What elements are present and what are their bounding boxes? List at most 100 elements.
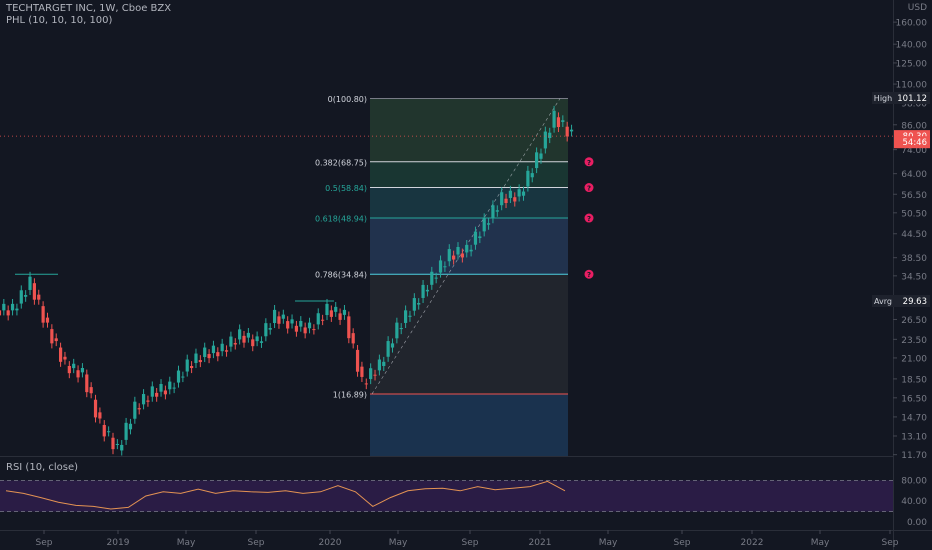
candle-body <box>216 352 220 357</box>
candle-body <box>421 284 425 298</box>
price-unit: USD <box>908 3 927 13</box>
alert-icon-glyph: ? <box>587 271 591 279</box>
price-axis[interactable]: 160.00 140.00 125.00 110.00 98.00 86.00 74.00 6… <box>872 3 930 461</box>
candle-body <box>238 329 242 340</box>
price-tick-label: 50.50 <box>901 209 927 219</box>
candle-body <box>556 117 561 128</box>
candle-body <box>399 327 403 330</box>
time-tick-label: May <box>177 538 196 548</box>
candle-body <box>93 399 98 418</box>
candle-body <box>491 205 495 219</box>
candle-body <box>434 277 438 279</box>
candle-body <box>369 368 373 380</box>
alert-icon <box>584 213 594 223</box>
price-label: High 101.12 <box>872 92 930 104</box>
price-tick-label: 64.00 <box>901 170 927 180</box>
symbol-title: TECHTARGET INC, 1W, Cboe BZX <box>6 3 172 14</box>
price-label: 54:46 <box>894 136 930 149</box>
candles <box>0 105 893 456</box>
candle-body <box>220 343 224 352</box>
time-tick-label: 2021 <box>529 538 552 548</box>
candle-body <box>80 367 85 373</box>
candle-body <box>382 361 386 367</box>
price-label: Avrg 29.63 <box>872 295 930 307</box>
candle-body <box>438 260 443 273</box>
price-tick-label: 110.00 <box>896 81 928 91</box>
candle-body <box>565 126 569 137</box>
candle-body <box>41 306 45 323</box>
candle-body <box>321 319 325 321</box>
candle-body <box>172 387 176 389</box>
fib-zone <box>370 161 568 188</box>
price-tick-label: 44.50 <box>901 230 927 240</box>
candle-body <box>277 316 281 324</box>
candle-body <box>85 374 89 393</box>
time-axis[interactable]: Sep 2019 May Sep 2020 May Sep 2021 May Sep 2022 May… <box>36 530 899 548</box>
candle-body <box>360 366 364 377</box>
candle-body <box>37 294 41 300</box>
candle-body <box>194 353 198 364</box>
candle-body <box>181 376 185 378</box>
price-label-tag <box>872 295 894 307</box>
price-tick-label: 98.00 <box>901 100 927 110</box>
price-tick-label: 38.50 <box>901 254 927 264</box>
rsi-tick-label: 0.00 <box>907 518 927 528</box>
candle-body <box>72 363 76 369</box>
candle-body <box>377 359 381 371</box>
candle-body <box>259 341 264 343</box>
candle-body <box>10 303 15 311</box>
candle-body <box>395 322 399 339</box>
alert-icon <box>584 183 594 193</box>
candle-body <box>526 170 530 187</box>
fib-level-label: 0.618(48.94) <box>315 215 367 224</box>
fib-level-label: 0(100.80) <box>328 95 367 104</box>
candle-body <box>141 394 146 405</box>
candle-body <box>150 386 154 397</box>
price-tick-label: 34.50 <box>901 272 927 282</box>
candle-body <box>207 354 211 359</box>
candle-body <box>299 320 303 327</box>
rsi-pane: 80.00 40.00 0.00 <box>0 476 927 528</box>
candle-body <box>390 343 395 348</box>
price-label-box <box>894 295 930 307</box>
fib-level-label: 1(16.89) <box>333 390 367 399</box>
fib-level-label: 0.5(58.84) <box>325 184 367 193</box>
time-tick-label: 2022 <box>741 538 764 548</box>
candle-body <box>45 317 50 323</box>
candle-body <box>452 255 456 260</box>
candle-body <box>329 310 333 317</box>
time-tick-label: May <box>811 538 830 548</box>
candle-body <box>24 295 28 297</box>
candle-body <box>168 381 172 390</box>
candle-body <box>443 266 447 268</box>
alert-icon <box>584 157 594 167</box>
candle-body <box>89 387 93 394</box>
candle-body <box>67 366 71 374</box>
fib-zone <box>370 274 568 394</box>
candle-body <box>500 192 504 206</box>
candle-body <box>504 198 508 204</box>
time-tick-label: Sep <box>674 538 691 548</box>
rsi-band <box>0 480 893 512</box>
alerts[interactable]: ???? <box>584 157 594 279</box>
fib-zone <box>370 187 568 219</box>
candle-body <box>198 360 202 363</box>
candle-body <box>211 345 216 354</box>
candle-body <box>338 313 342 320</box>
candle-body <box>63 356 67 360</box>
alert-icon-glyph: ? <box>587 215 591 223</box>
candle-body <box>2 303 6 311</box>
candle-body <box>473 231 478 245</box>
candle-body <box>281 314 285 319</box>
candle-body <box>58 347 63 362</box>
indicator-label: PHL (10, 10, 10, 100) <box>6 15 113 26</box>
price-tick-label: 16.50 <box>901 394 927 404</box>
price-label-value: 29.63 <box>903 297 927 307</box>
candle-body <box>465 244 469 253</box>
price-label-value: 54:46 <box>903 138 928 148</box>
candle-body <box>548 132 552 139</box>
candle-body <box>334 306 338 312</box>
fib-retracement[interactable]: 0(100.80) 0.382(68.75) 0.5(58.84) 0.618(48.… <box>315 95 568 456</box>
